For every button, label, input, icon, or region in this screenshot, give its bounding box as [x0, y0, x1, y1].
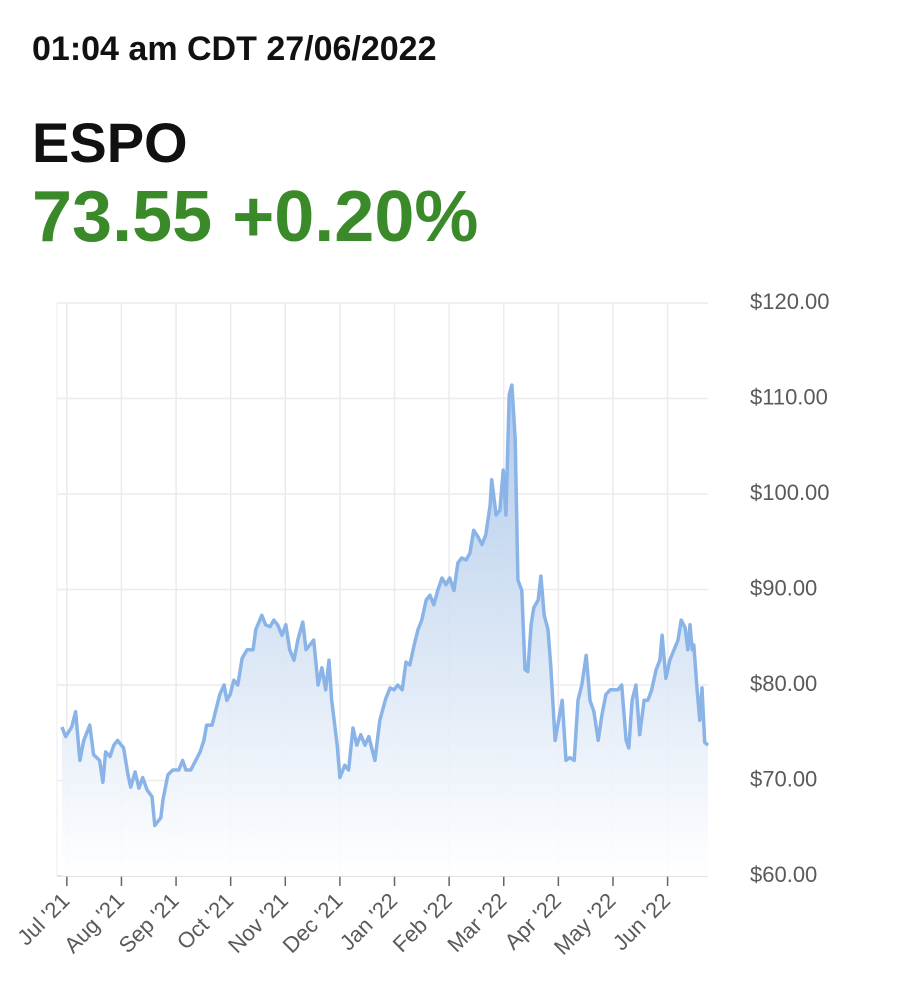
y-tick-label: $120.00 — [750, 289, 830, 314]
x-tick-label: Feb '22 — [388, 888, 457, 957]
change: +0.20% — [232, 177, 479, 257]
x-tick-label: Dec '21 — [278, 888, 348, 958]
x-tick-label: Aug '21 — [59, 888, 129, 958]
x-tick-label: Jan '22 — [335, 888, 402, 955]
symbol: ESPO — [32, 111, 188, 174]
x-tick-label: Nov '21 — [223, 888, 293, 958]
y-tick-label: $90.00 — [750, 575, 817, 600]
y-tick-label: $60.00 — [750, 862, 817, 887]
x-tick-label: Jun '22 — [608, 888, 675, 955]
y-tick-label: $100.00 — [750, 480, 830, 505]
x-tick-label: Sep '21 — [114, 888, 184, 958]
price-line — [60, 383, 710, 828]
y-tick-label: $80.00 — [750, 671, 817, 696]
y-tick-label: $70.00 — [750, 766, 817, 791]
x-tick-label: Mar '22 — [442, 888, 511, 957]
y-tick-label: $110.00 — [750, 384, 828, 409]
area-fill — [61, 385, 708, 876]
quote: 73.55 +0.20% — [32, 176, 478, 258]
timestamp: 01:04 am CDT 27/06/2022 — [32, 30, 437, 68]
x-tick-label: May '22 — [549, 888, 621, 960]
price: 73.55 — [32, 177, 213, 257]
